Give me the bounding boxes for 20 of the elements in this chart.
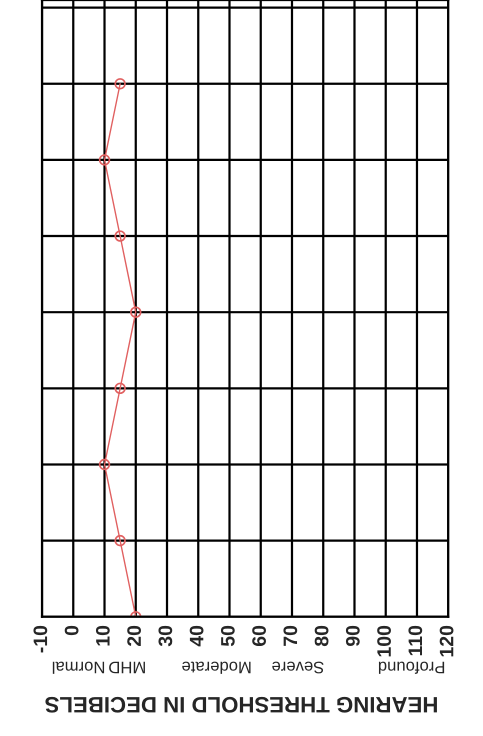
x-tick-label: 20	[127, 626, 141, 646]
x-tick-label: 10	[96, 626, 110, 646]
x-tick-label: 40	[190, 626, 204, 646]
x-tick-label: 60	[252, 626, 266, 646]
x-tick-label: -10	[33, 626, 48, 652]
text: Normal	[52, 662, 104, 674]
text: Moderate	[182, 662, 251, 674]
x-tick-label: 0	[64, 626, 78, 636]
x-tick-label: 30	[158, 626, 172, 646]
x-tick-label: 120	[440, 626, 454, 656]
x-tick-label: 70	[283, 626, 298, 646]
x-tick-label: 50	[220, 626, 235, 646]
text: Severe	[272, 662, 324, 674]
x-tick-label: 110	[408, 626, 422, 656]
x-tick-label: 100	[377, 626, 391, 656]
x-axis-title: HEARING THRESHOLD IN DECIBELS	[45, 696, 437, 713]
text: MHD	[109, 662, 145, 674]
x-tick-label: 90	[346, 626, 360, 646]
x-tick-label: 80	[314, 626, 328, 646]
text: Profound	[378, 662, 444, 674]
